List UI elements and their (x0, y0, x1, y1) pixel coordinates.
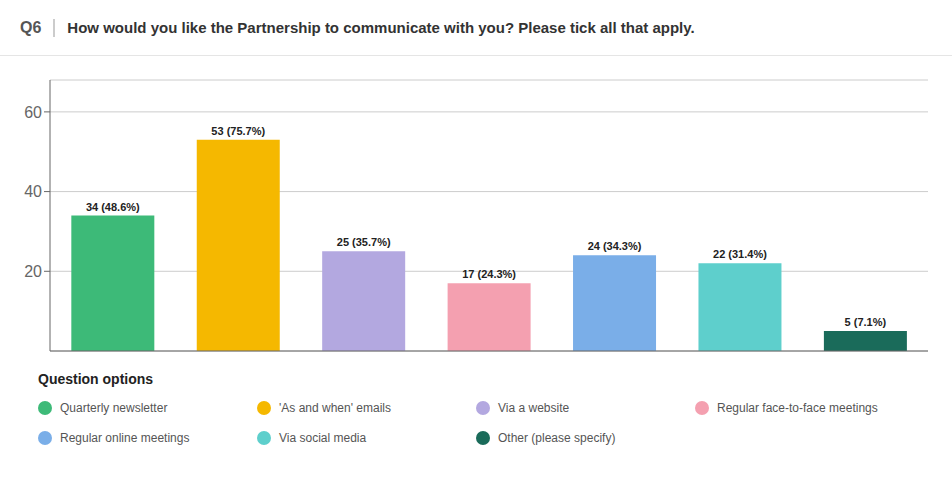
svg-text:24 (34.3%): 24 (34.3%) (588, 240, 642, 252)
html-text:Via social media: Via social media (279, 431, 367, 445)
html-text:Q6: Q6 (20, 18, 42, 36)
html-text:How would you like the Partner: How would you like the Partnership to co… (67, 19, 695, 36)
html-text:Via a website: Via a website (498, 401, 570, 415)
html-text:Regular face-to-face meetings: Regular face-to-face meetings (717, 401, 878, 415)
svg-text:17 (24.3%): 17 (24.3%) (462, 268, 516, 280)
html-text:Question options: Question options (38, 371, 154, 387)
html-text:Regular online meetings: Regular online meetings (60, 431, 190, 445)
svg-text:20: 20 (24, 263, 42, 280)
svg-text:34 (48.6%): 34 (48.6%) (86, 201, 140, 213)
svg-text:60: 60 (24, 104, 42, 121)
svg-text:53 (75.7%): 53 (75.7%) (211, 125, 265, 137)
html-text:Other (please specify): Other (please specify) (498, 431, 616, 445)
svg-text:40: 40 (24, 183, 42, 200)
html-text:Quarterly newsletter: Quarterly newsletter (60, 401, 168, 415)
svg-text:25 (35.7%): 25 (35.7%) (337, 236, 391, 248)
svg-text:22 (31.4%): 22 (31.4%) (713, 248, 767, 260)
html-text:'As and when' emails: 'As and when' emails (279, 401, 391, 415)
svg-text:5 (7.1%): 5 (7.1%) (845, 316, 887, 328)
